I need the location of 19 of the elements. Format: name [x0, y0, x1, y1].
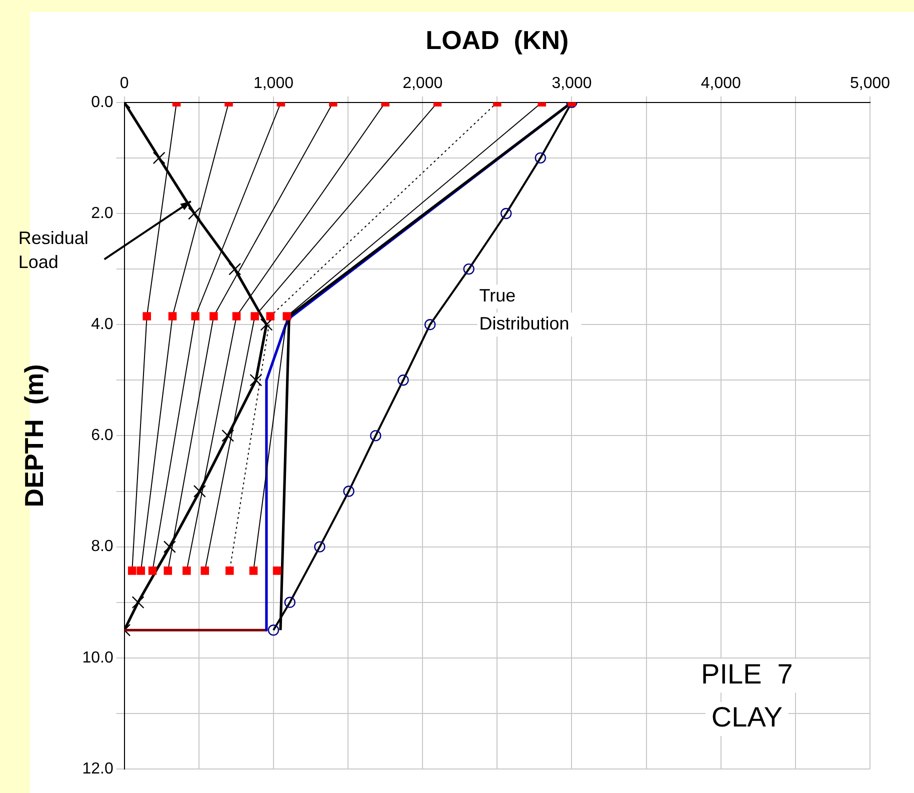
y-tick-label: 4.0 — [91, 316, 114, 334]
x-tick-label: 0 — [120, 75, 129, 92]
x-tick-label: 1,000 — [253, 75, 294, 92]
annotation: Residual Load — [18, 228, 88, 272]
x-tick-label: 2,000 — [402, 75, 443, 92]
annotation: PILE 7 — [701, 658, 793, 690]
x-axis-title: LOAD (KN) — [426, 24, 569, 55]
y-tick-label: 8.0 — [91, 538, 114, 556]
annotation: True Distribution — [479, 286, 570, 334]
annotation: CLAY — [711, 702, 783, 733]
y-tick-label: 10.0 — [82, 649, 114, 666]
y-tick-label: 6.0 — [91, 427, 114, 444]
x-tick-label: 3,000 — [552, 75, 592, 92]
y-axis-title: DEPTH (m) — [18, 364, 49, 508]
x-tick-label: 4,000 — [700, 75, 741, 92]
y-tick-label: 2.0 — [91, 204, 114, 222]
y-tick-label: 0.0 — [91, 94, 114, 111]
x-tick-label: 5,000 — [850, 75, 890, 92]
y-tick-label: 12.0 — [82, 760, 114, 778]
